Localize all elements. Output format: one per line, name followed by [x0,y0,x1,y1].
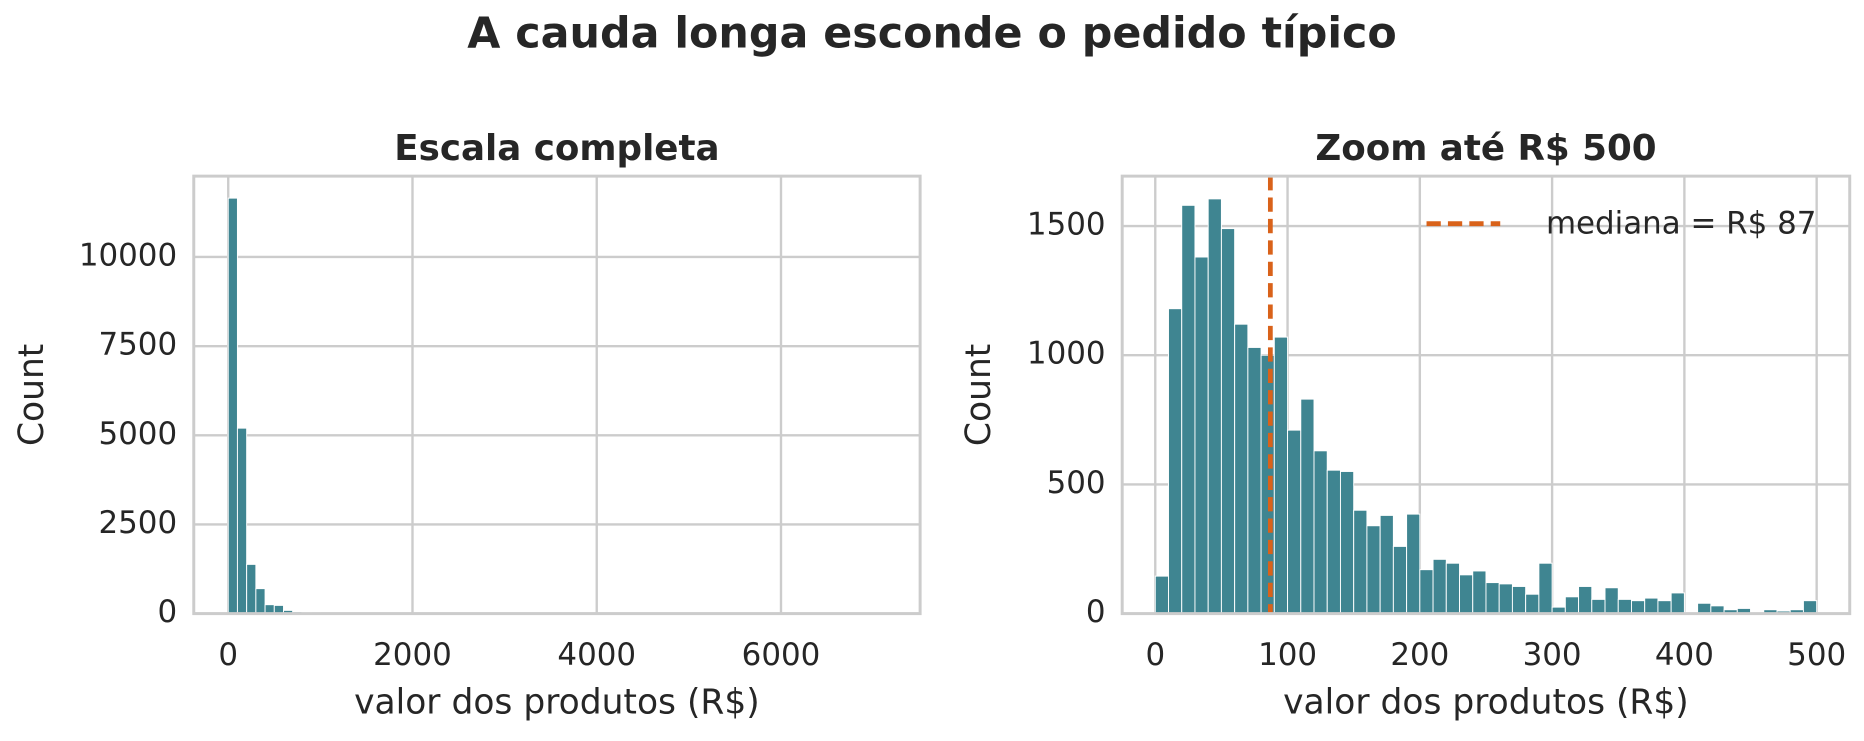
bar [1604,587,1619,615]
bar [246,563,257,615]
x-tick-label: 200 [1390,637,1449,673]
bar [1419,569,1434,615]
bar [1657,600,1672,615]
axes-frame [1120,174,1852,616]
y-axis-label: Count [12,344,52,446]
y-tick-label: 2500 [99,505,178,541]
bar [236,427,248,615]
x-tick-label: 0 [218,637,238,673]
bar [1379,514,1394,615]
bar [1697,602,1712,615]
x-tick-label: 2000 [373,637,452,673]
bar [1353,509,1368,615]
bar [1220,228,1236,615]
y-tick-label: 500 [1047,465,1106,501]
x-tick-label: 0 [1145,637,1165,673]
bar [1472,570,1487,615]
bar [1194,256,1209,615]
panel: 0 2500 5000 7500 10000 0 2000 4000 6000 Escala co… [12,128,922,722]
axes-frame [192,174,922,616]
bar [227,197,238,615]
bar [1802,600,1818,615]
bar [1459,574,1474,615]
panel-title: Escala completa [394,128,719,169]
bar [1247,346,1262,615]
bar [1326,469,1341,615]
bar [1207,198,1222,615]
bar [1313,450,1328,615]
bar [1168,308,1183,615]
x-axis-label: valor dos produtos (R$) [1283,682,1689,722]
y-axis-label: Count [959,344,999,446]
bar [1392,545,1408,615]
bar [1181,204,1196,615]
x-tick-label: 500 [1787,637,1846,673]
bar [255,588,266,615]
bar [1485,582,1500,615]
x-tick-label: 100 [1258,637,1317,673]
bar [1631,600,1646,615]
y-tick-label: 0 [1086,594,1106,630]
panel: 0 500 1000 1500 0 100 200 300 400 500 mediana = R$… [959,128,1852,722]
bar [1670,592,1685,615]
bar [1366,525,1381,615]
bar [1406,513,1421,615]
x-axis-label: valor dos produtos (R$) [354,682,760,722]
x-tick-label: 6000 [742,637,821,673]
bar [1432,558,1447,615]
bar [1498,583,1513,615]
legend-label: mediana = R$ 87 [1546,205,1817,241]
bar [1511,585,1527,615]
y-tick-label: 1500 [1027,207,1106,243]
bar [1300,398,1315,615]
bar [1644,597,1659,615]
panel-title: Zoom até R$ 500 [1315,128,1656,169]
figure-title: A cauda longa esconde o pedido típico [467,8,1396,58]
bar [1273,336,1289,615]
bar [1525,593,1540,615]
y-tick-label: 10000 [79,237,177,273]
bar [1538,562,1553,615]
bar [1339,471,1355,615]
x-tick-label: 4000 [557,637,636,673]
x-tick-label: 300 [1523,637,1582,673]
bar [1591,598,1606,615]
y-tick-label: 0 [157,594,177,630]
bar [1445,562,1460,615]
x-tick-label: 400 [1655,637,1714,673]
y-tick-label: 7500 [99,327,178,363]
bar [1287,429,1302,615]
bar [1617,598,1632,615]
y-tick-label: 5000 [99,416,178,452]
bar [1564,596,1580,615]
bar [1154,575,1169,615]
bar [1578,585,1593,615]
bar [1234,323,1249,615]
y-tick-label: 1000 [1027,336,1106,372]
